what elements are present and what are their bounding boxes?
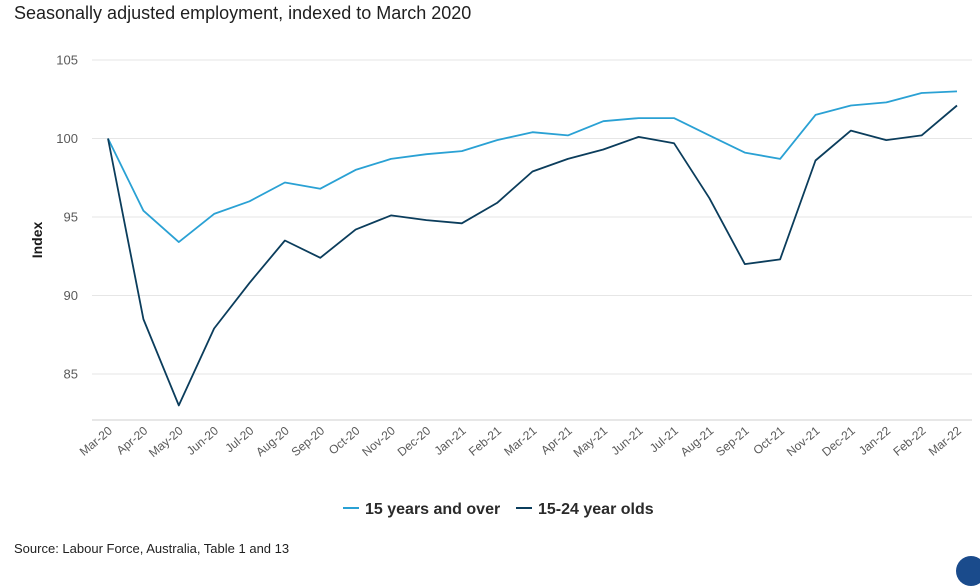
x-tick-label: Nov-20 bbox=[359, 423, 398, 459]
x-tick-label: Nov-21 bbox=[784, 423, 823, 459]
source-note: Source: Labour Force, Australia, Table 1… bbox=[14, 541, 290, 556]
x-tick-label: Apr-21 bbox=[538, 423, 575, 457]
x-tick-label: Dec-21 bbox=[819, 423, 858, 459]
y-tick-label: 105 bbox=[56, 53, 78, 68]
corner-badge[interactable] bbox=[956, 556, 980, 586]
x-tick-label: Aug-20 bbox=[253, 423, 292, 459]
x-tick-label: Mar-21 bbox=[501, 423, 539, 458]
legend-label: 15 years and over bbox=[365, 501, 500, 518]
series-lines bbox=[107, 90, 958, 407]
x-tick-label: Sep-20 bbox=[289, 423, 328, 459]
series-line-1 bbox=[107, 90, 958, 243]
x-tick-label: May-21 bbox=[571, 423, 611, 460]
y-axis-ticks: 85 90 95 100 105 bbox=[56, 53, 78, 382]
x-tick-label: Jun-21 bbox=[608, 423, 645, 458]
x-tick-label: Aug-21 bbox=[678, 423, 717, 459]
x-tick-label: Apr-20 bbox=[114, 423, 151, 457]
y-tick-label: 100 bbox=[56, 131, 78, 146]
y-axis-label: Index bbox=[29, 222, 45, 259]
x-tick-label: Jun-20 bbox=[184, 423, 221, 458]
x-tick-label: Jan-21 bbox=[432, 423, 469, 458]
x-tick-label: Oct-21 bbox=[750, 423, 787, 457]
x-tick-label: Mar-20 bbox=[77, 423, 115, 458]
x-tick-label: Oct-20 bbox=[326, 423, 363, 457]
x-tick-label: May-20 bbox=[146, 423, 186, 460]
x-tick-label: Sep-21 bbox=[713, 423, 752, 459]
y-tick-label: 90 bbox=[64, 288, 78, 303]
y-tick-label: 95 bbox=[64, 210, 78, 225]
x-tick-label: Jul-20 bbox=[222, 423, 256, 455]
legend-label: 15-24 year olds bbox=[538, 501, 654, 518]
x-tick-label: Jul-21 bbox=[647, 423, 681, 455]
legend: 15 years and over 15-24 year olds bbox=[343, 501, 654, 518]
gridlines bbox=[92, 59, 972, 375]
x-tick-label: Feb-21 bbox=[466, 423, 504, 458]
x-tick-label: Jan-22 bbox=[856, 423, 893, 458]
x-tick-label: Dec-20 bbox=[395, 423, 434, 459]
y-tick-label: 85 bbox=[64, 367, 78, 382]
legend-item[interactable]: 15-24 year olds bbox=[516, 501, 654, 518]
x-tick-label: Feb-22 bbox=[890, 423, 928, 458]
chart-title: Seasonally adjusted employment, indexed … bbox=[14, 3, 472, 23]
x-tick-label: Mar-22 bbox=[926, 423, 964, 458]
legend-item[interactable]: 15 years and over bbox=[343, 501, 500, 518]
series-line-2 bbox=[107, 104, 958, 407]
